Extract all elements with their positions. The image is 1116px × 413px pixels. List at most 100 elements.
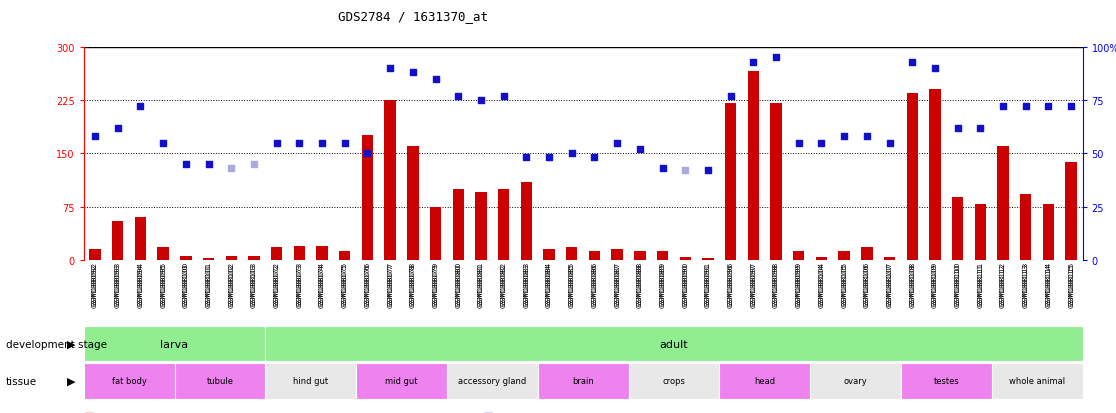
Text: GSM188089: GSM188089 bbox=[660, 263, 665, 308]
Bar bbox=[952, 198, 963, 260]
Text: GSM188078: GSM188078 bbox=[410, 263, 416, 308]
Point bbox=[790, 140, 808, 147]
Text: whole animal: whole animal bbox=[1009, 377, 1065, 385]
Text: crops: crops bbox=[663, 377, 685, 385]
Bar bbox=[266, 326, 1083, 361]
Point bbox=[1062, 104, 1080, 110]
Bar bbox=[974, 205, 987, 260]
Point bbox=[903, 59, 921, 66]
Text: GSM188107: GSM188107 bbox=[886, 263, 893, 308]
Text: GSM188104: GSM188104 bbox=[818, 263, 825, 308]
Text: development stage: development stage bbox=[6, 339, 107, 349]
Point bbox=[132, 104, 150, 110]
Point bbox=[314, 140, 331, 147]
Point bbox=[426, 76, 444, 83]
Point bbox=[268, 140, 286, 147]
Text: hind gut: hind gut bbox=[294, 377, 328, 385]
Bar bbox=[453, 189, 464, 260]
Bar bbox=[634, 252, 645, 260]
Text: tissue: tissue bbox=[6, 376, 37, 386]
Point bbox=[290, 140, 308, 147]
Text: ▶: ▶ bbox=[67, 339, 76, 349]
Bar bbox=[906, 94, 918, 260]
Bar bbox=[1042, 205, 1055, 260]
Bar bbox=[446, 363, 538, 399]
Point bbox=[926, 65, 944, 72]
Text: GSM188095: GSM188095 bbox=[161, 263, 166, 308]
Text: GSM188083: GSM188083 bbox=[523, 263, 529, 308]
Point bbox=[450, 93, 468, 100]
Point bbox=[699, 168, 716, 174]
Bar bbox=[628, 363, 720, 399]
Point bbox=[518, 155, 536, 161]
Point bbox=[540, 155, 558, 161]
Bar bbox=[810, 363, 901, 399]
Text: GSM188106: GSM188106 bbox=[864, 263, 869, 308]
Text: GDS2784 / 1631370_at: GDS2784 / 1631370_at bbox=[338, 10, 488, 23]
Text: GSM188097: GSM188097 bbox=[750, 263, 757, 308]
Point bbox=[472, 97, 490, 104]
Point bbox=[744, 59, 762, 66]
Text: GSM188101: GSM188101 bbox=[205, 263, 212, 308]
Text: GSM188109: GSM188109 bbox=[932, 263, 937, 308]
Text: GSM188084: GSM188084 bbox=[546, 263, 552, 308]
Text: mid gut: mid gut bbox=[385, 377, 417, 385]
Bar bbox=[407, 147, 418, 260]
Point bbox=[586, 155, 604, 161]
Bar bbox=[793, 252, 805, 260]
Point bbox=[222, 166, 240, 172]
Bar bbox=[566, 247, 577, 260]
Point bbox=[86, 133, 104, 140]
Bar bbox=[430, 207, 441, 260]
Point bbox=[246, 161, 263, 168]
Point bbox=[200, 161, 218, 168]
Point bbox=[358, 150, 376, 157]
Point bbox=[994, 104, 1012, 110]
Point bbox=[767, 55, 785, 62]
Bar bbox=[180, 256, 192, 260]
Text: GSM188085: GSM188085 bbox=[569, 263, 575, 308]
Point bbox=[631, 146, 648, 153]
Bar bbox=[838, 252, 850, 260]
Bar bbox=[1020, 195, 1031, 260]
Point bbox=[562, 150, 580, 157]
Bar bbox=[720, 363, 810, 399]
Text: GSM188076: GSM188076 bbox=[365, 263, 371, 308]
Text: adult: adult bbox=[660, 339, 689, 349]
Bar bbox=[385, 101, 396, 260]
Text: GSM188075: GSM188075 bbox=[341, 263, 348, 308]
Text: GSM188098: GSM188098 bbox=[773, 263, 779, 308]
Point bbox=[881, 140, 898, 147]
Text: GSM188105: GSM188105 bbox=[841, 263, 847, 308]
Text: GSM188102: GSM188102 bbox=[229, 263, 234, 308]
Text: GSM188087: GSM188087 bbox=[614, 263, 620, 308]
Bar bbox=[84, 326, 266, 361]
Point bbox=[382, 65, 400, 72]
Point bbox=[109, 125, 127, 132]
Text: GSM188079: GSM188079 bbox=[433, 263, 439, 308]
Point bbox=[336, 140, 354, 147]
Text: GSM188082: GSM188082 bbox=[501, 263, 507, 308]
Text: GSM188081: GSM188081 bbox=[478, 263, 484, 308]
Bar bbox=[612, 249, 623, 260]
Bar bbox=[538, 363, 628, 399]
Point bbox=[676, 168, 694, 174]
Text: ▶: ▶ bbox=[67, 376, 76, 386]
Bar bbox=[203, 259, 214, 260]
Text: GSM188114: GSM188114 bbox=[1046, 263, 1051, 308]
Bar bbox=[884, 257, 895, 260]
Bar bbox=[89, 249, 100, 260]
Bar bbox=[930, 90, 941, 260]
Text: tubule: tubule bbox=[206, 377, 233, 385]
Bar bbox=[316, 246, 328, 260]
Text: GSM188091: GSM188091 bbox=[705, 263, 711, 308]
Point bbox=[971, 125, 989, 132]
Bar bbox=[356, 363, 446, 399]
Bar bbox=[1066, 162, 1077, 260]
Point bbox=[1017, 104, 1035, 110]
Point bbox=[654, 166, 672, 172]
Bar bbox=[157, 247, 169, 260]
Text: GSM188111: GSM188111 bbox=[978, 263, 983, 308]
Bar bbox=[748, 72, 759, 260]
Bar bbox=[84, 363, 174, 399]
